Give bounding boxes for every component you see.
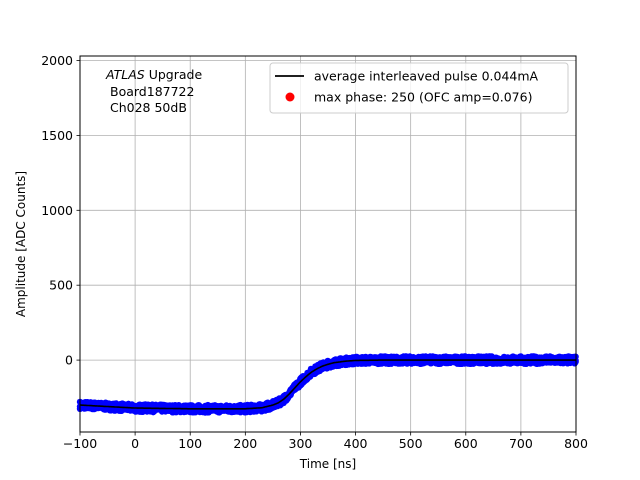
x-tick-label: 500 <box>399 436 423 451</box>
annotation-line-2: Board187722 <box>110 84 194 99</box>
legend-entry-average: average interleaved pulse 0.044mA <box>314 69 539 84</box>
y-tick-label: 500 <box>49 278 73 293</box>
x-tick-label: 800 <box>564 436 588 451</box>
y-tick-label: 2000 <box>41 53 73 68</box>
x-tick-label: 200 <box>233 436 257 451</box>
y-tick-label: 0 <box>65 353 73 368</box>
average-pulse-line-group <box>79 359 576 410</box>
annotation-atlas: ATLAS <box>105 67 145 82</box>
x-axis-label: Time [ns] <box>299 457 356 471</box>
y-axis-label: Amplitude [ADC Counts] <box>14 171 28 317</box>
y-axis-ticks: 0 500 1000 1500 2000 <box>41 53 80 368</box>
x-tick-label: −100 <box>63 436 97 451</box>
average-pulse-line <box>79 359 576 410</box>
legend: average interleaved pulse 0.044mA max ph… <box>269 62 569 114</box>
y-tick-label: 1000 <box>41 203 73 218</box>
x-tick-label: 0 <box>131 436 139 451</box>
grid-lines <box>79 56 577 432</box>
legend-entry-max-phase: max phase: 250 (OFC amp=0.076) <box>314 90 532 105</box>
y-tick-label: 1500 <box>41 128 73 143</box>
x-tick-label: 700 <box>509 436 533 451</box>
annotation-upgrade: Upgrade <box>145 67 203 82</box>
x-axis-ticks: −100 0 100 200 300 400 500 600 700 800 <box>63 432 588 451</box>
legend-point-swatch <box>285 92 295 102</box>
legend-frame <box>269 62 569 114</box>
x-tick-label: 400 <box>344 436 368 451</box>
annotation-line-3: Ch028 50dB <box>110 100 187 115</box>
plot-frame <box>79 55 577 433</box>
x-tick-label: 100 <box>178 436 202 451</box>
x-tick-label: 300 <box>289 436 313 451</box>
annotation-line-1: ATLAS Upgrade <box>105 67 202 82</box>
data-point-band <box>76 353 579 416</box>
annotation-block: ATLAS Upgrade Board187722 Ch028 50dB <box>105 67 202 115</box>
x-tick-label: 600 <box>454 436 478 451</box>
